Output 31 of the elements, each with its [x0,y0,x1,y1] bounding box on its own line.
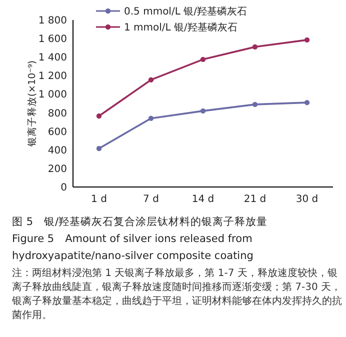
y-tick-label: 1 400 [38,52,67,64]
point [148,77,154,82]
text: 注：两组材料浸泡第 1 天银离子释放最多，第 1-7 天，释放速度较快，银离子释放曲线陡直，银离子释放速度随时间推移而逐渐变缓；第 7-30 天，银离子释放量基本稳定，曲线趋于平坦，证明材料能够在体内发挥持久的抗菌作用。 [12,267,342,323]
y-tick-label: 200 [48,164,67,175]
y-tick-label: 600 [48,126,67,138]
point [200,56,206,62]
y-tick-label: 0 [60,182,67,194]
point [304,100,310,106]
y-tick-label: 800 [48,108,67,120]
y-tick-label: 400 [48,145,67,156]
y-axis-title: 银离子释放(×10⁻⁹) [26,60,38,148]
text: Figure 5 Amount of silver ions released from hydroxyapatite/nano-silver composite coating [12,232,254,264]
y-tick-label: 1 000 [38,90,67,101]
text: 图 5 银/羟基磷灰石复合涂层钛材料的银离子释放量 [12,215,269,230]
x-tick-label: 21 d [244,194,266,205]
point [96,113,102,119]
y-tick-label: 1 200 [38,71,67,82]
x-tick-label: 30 d [296,194,318,205]
point [304,37,310,43]
point [96,146,102,152]
point [252,44,258,50]
point [148,116,154,121]
legend-label: 1 mmol/L 银/羟基磷灰石 [124,22,238,34]
x-tick-label: 7 d [143,194,159,205]
x-tick-label: 14 d [192,194,214,205]
point [200,108,206,114]
y-tick-label: 1 600 [38,34,67,46]
x-tick-label: 1 d [91,194,107,205]
y-tick-label: 1 800 [38,16,67,26]
point [252,102,258,108]
legend-label: 0.5 mmol/L 银/羟基磷灰石 [124,6,247,18]
